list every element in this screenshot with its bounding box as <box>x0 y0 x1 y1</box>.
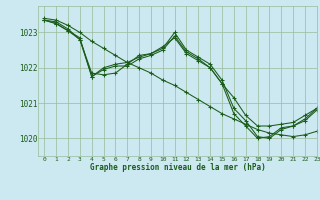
X-axis label: Graphe pression niveau de la mer (hPa): Graphe pression niveau de la mer (hPa) <box>90 163 266 172</box>
